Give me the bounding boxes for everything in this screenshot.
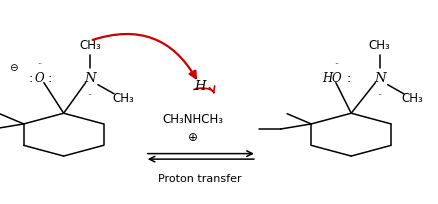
Text: Proton transfer: Proton transfer <box>158 173 241 184</box>
Text: CH₃: CH₃ <box>368 39 390 52</box>
Text: ··: ·· <box>376 91 381 100</box>
Text: CH₃: CH₃ <box>112 92 134 105</box>
FancyArrowPatch shape <box>92 34 195 78</box>
Text: CH₃NHCH₃: CH₃NHCH₃ <box>162 113 223 126</box>
Text: H: H <box>321 72 332 85</box>
Text: O: O <box>35 72 44 85</box>
Text: ··: ·· <box>333 60 339 69</box>
Text: :: : <box>28 72 33 85</box>
Text: N: N <box>84 72 95 85</box>
Text: :: : <box>48 72 52 85</box>
Text: ··: ·· <box>37 60 42 69</box>
Text: ··: ·· <box>87 91 92 100</box>
Text: H: H <box>194 80 205 93</box>
Text: ⊕: ⊕ <box>188 131 198 144</box>
Text: ⊖: ⊖ <box>9 63 18 73</box>
Text: N: N <box>373 72 385 85</box>
Text: CH₃: CH₃ <box>79 39 101 52</box>
Text: CH₃: CH₃ <box>401 92 423 105</box>
Text: O: O <box>331 72 341 85</box>
Text: :: : <box>346 72 350 85</box>
